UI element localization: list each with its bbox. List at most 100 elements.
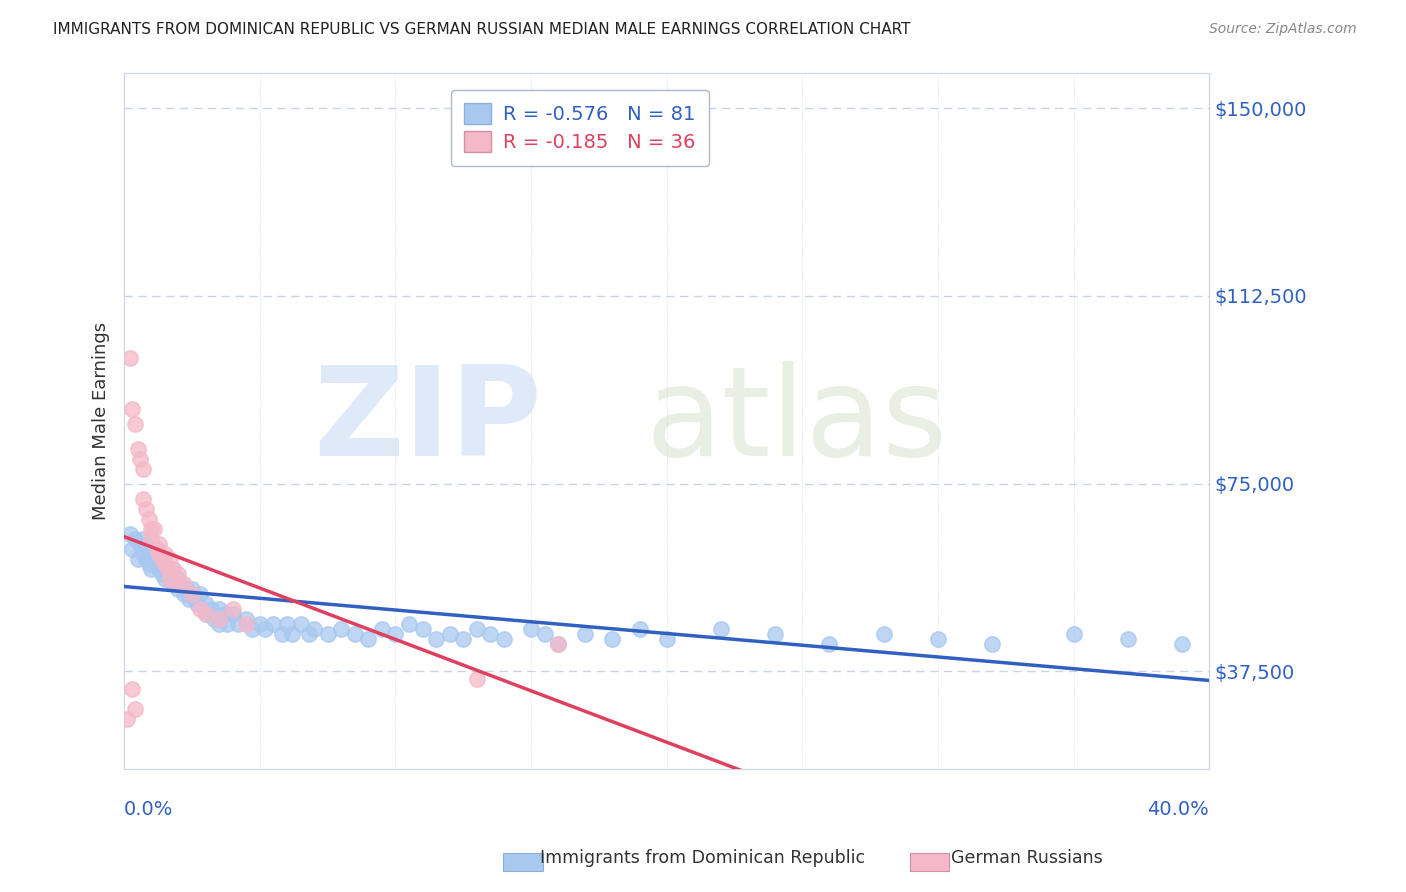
Text: IMMIGRANTS FROM DOMINICAN REPUBLIC VS GERMAN RUSSIAN MEDIAN MALE EARNINGS CORREL: IMMIGRANTS FROM DOMINICAN REPUBLIC VS GE… (53, 22, 911, 37)
Point (162, 562, 184, 576)
Point (226, 616, 249, 631)
Point (194, 597, 217, 611)
Point (121, 541, 143, 556)
Point (298, 627, 321, 641)
Text: German Russians: German Russians (950, 849, 1102, 867)
Point (138, 512, 160, 526)
Point (159, 572, 181, 586)
Point (145, 541, 167, 556)
Point (574, 627, 596, 641)
Point (188, 587, 211, 601)
Point (249, 616, 271, 631)
Point (135, 501, 157, 516)
Point (118, 351, 141, 366)
Point (170, 576, 193, 591)
Point (262, 616, 284, 631)
Point (208, 612, 231, 626)
Point (141, 547, 163, 561)
Point (628, 622, 651, 636)
Point (145, 557, 167, 571)
Point (927, 632, 949, 646)
Point (135, 537, 157, 551)
Point (235, 612, 257, 626)
Point (384, 627, 406, 641)
Point (121, 401, 143, 416)
Point (451, 632, 474, 646)
Point (148, 562, 170, 576)
Point (129, 451, 152, 466)
Point (520, 622, 543, 636)
Point (141, 522, 163, 536)
Point (214, 607, 236, 621)
Point (143, 551, 166, 566)
Point (115, 712, 138, 726)
Point (343, 627, 366, 641)
Point (121, 681, 143, 696)
Point (547, 637, 569, 651)
Point (124, 702, 146, 716)
Text: ZIP: ZIP (314, 360, 541, 482)
Point (181, 582, 204, 596)
Point (167, 572, 190, 586)
Point (302, 622, 325, 636)
Point (254, 622, 277, 636)
Point (763, 627, 786, 641)
Point (162, 576, 184, 591)
Point (655, 632, 678, 646)
Point (150, 551, 173, 566)
Point (118, 526, 141, 541)
Point (138, 557, 160, 571)
Point (818, 637, 841, 651)
Point (194, 607, 217, 621)
Point (124, 532, 146, 546)
Point (371, 622, 394, 636)
Point (873, 627, 896, 641)
Text: atlas: atlas (645, 360, 948, 482)
Point (127, 551, 149, 566)
Point (479, 627, 502, 641)
Point (150, 566, 173, 581)
Point (184, 591, 207, 606)
Point (143, 522, 166, 536)
Point (132, 532, 155, 546)
Point (208, 616, 231, 631)
Text: Immigrants from Dominican Republic: Immigrants from Dominican Republic (540, 849, 866, 867)
Point (148, 547, 170, 561)
Point (135, 551, 157, 566)
Point (165, 576, 187, 591)
Point (153, 557, 176, 571)
Point (167, 582, 190, 596)
Point (188, 602, 211, 616)
Point (159, 572, 181, 586)
Point (127, 442, 149, 456)
Point (132, 491, 155, 506)
Point (141, 532, 163, 546)
Point (200, 602, 222, 616)
Point (153, 547, 176, 561)
Point (357, 632, 380, 646)
Point (1063, 627, 1085, 641)
Point (492, 632, 515, 646)
Point (156, 562, 179, 576)
Point (281, 627, 304, 641)
Point (222, 607, 245, 621)
Point (159, 551, 181, 566)
Point (156, 562, 179, 576)
Point (316, 627, 339, 641)
Point (240, 622, 263, 636)
Point (276, 616, 298, 631)
Point (186, 597, 208, 611)
Text: 40.0%: 40.0% (1147, 800, 1209, 820)
Point (173, 576, 195, 591)
Point (1116, 632, 1139, 646)
Point (465, 672, 488, 686)
Point (439, 627, 461, 641)
Point (1171, 637, 1194, 651)
Point (981, 637, 1004, 651)
Point (533, 627, 555, 641)
Point (208, 602, 231, 616)
Point (602, 632, 624, 646)
Point (330, 622, 353, 636)
Point (141, 562, 163, 576)
Point (167, 566, 190, 581)
